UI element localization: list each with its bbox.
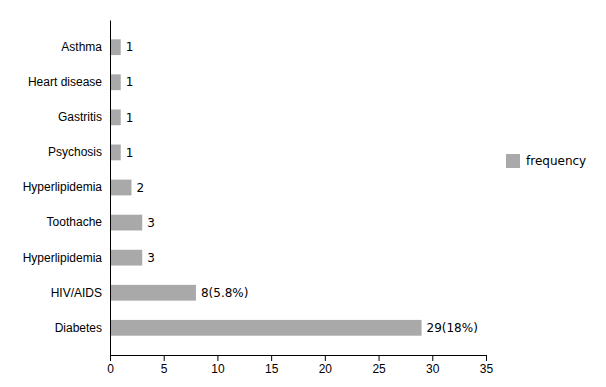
legend-swatch [506,154,520,168]
y-tick-label: Hyperlipidemia [23,250,103,264]
x-tick-label: 20 [319,362,333,376]
y-tick-label: Psychosis [48,145,102,159]
y-tick: HIV/AIDS [51,286,110,300]
x-tick: 25 [372,355,386,376]
y-tick-label: Heart disease [28,75,102,89]
y-tick: Hyperlipidemia [23,180,110,194]
x-tick: 20 [319,355,333,376]
data-label: 8(5.8%) [201,286,248,300]
y-tick: Gastritis [58,110,110,124]
x-tick-mark [217,355,218,361]
bar [110,250,142,266]
bar [110,285,196,301]
data-label: 3 [147,216,155,230]
x-tick-mark [379,355,380,361]
x-tick-label: 10 [211,362,225,376]
chart: 29(18%)8(5.8%)332111105101520253035Diabe… [0,0,606,387]
y-tick: Psychosis [48,145,110,159]
y-tick-label: Toothache [47,215,103,229]
bar [110,109,121,125]
y-tick: Hyperlipidemia [23,250,110,264]
x-tick-mark [271,355,272,361]
x-tick-label: 25 [372,362,386,376]
y-tick: Asthma [61,40,110,54]
bar [110,74,121,90]
x-tick-mark [164,355,165,361]
x-tick: 10 [211,355,225,376]
bar [110,215,142,231]
data-labels: 29(18%) 8(5.8%) 3 3 2 1 1 1 1 [126,40,478,335]
legend-label: frequency [526,154,586,168]
bar [110,145,121,161]
data-label: 1 [126,40,134,54]
y-tick: Diabetes [55,321,110,335]
bars [110,39,422,335]
y-tick-label: Asthma [61,40,102,54]
x-tick: 15 [265,355,279,376]
legend: frequency [506,154,586,168]
y-tick: Heart disease [28,75,110,89]
y-axis: Diabetes HIV/AIDS Hyperlipidemia Toothache H… [23,21,111,356]
x-tick-label: 15 [265,362,279,376]
x-tick: 5 [161,355,168,376]
data-label: 3 [147,251,155,265]
x-tick-label: 35 [480,362,494,376]
x-tick-mark [486,355,487,361]
plot: 29(18%)8(5.8%)332111105101520253035Diabe… [23,21,494,376]
x-tick-mark [325,355,326,361]
y-axis-line [110,21,111,356]
data-label: 2 [136,181,144,195]
y-tick-label: Diabetes [55,321,102,335]
y-tick: Toothache [47,215,110,229]
y-tick-label: HIV/AIDS [51,286,102,300]
x-tick: 0 [107,355,114,376]
x-axis-line [111,356,487,362]
x-axis: 0 5 10 15 20 25 30 35 [107,355,493,376]
data-label: 29(18%) [427,321,478,335]
x-tick: 30 [426,355,440,376]
bar [110,320,422,336]
x-tick-label: 5 [161,362,168,376]
y-tick-label: Hyperlipidemia [23,180,103,194]
x-tick-mark [432,355,433,361]
x-tick-label: 30 [426,362,440,376]
bar [110,180,131,196]
x-tick-label: 0 [107,362,114,376]
x-tick: 35 [480,355,494,376]
data-label: 1 [126,111,134,125]
bar [110,39,121,55]
x-tick-mark [110,355,111,361]
data-label: 1 [126,75,134,89]
data-label: 1 [126,146,134,160]
y-tick-label: Gastritis [58,110,102,124]
